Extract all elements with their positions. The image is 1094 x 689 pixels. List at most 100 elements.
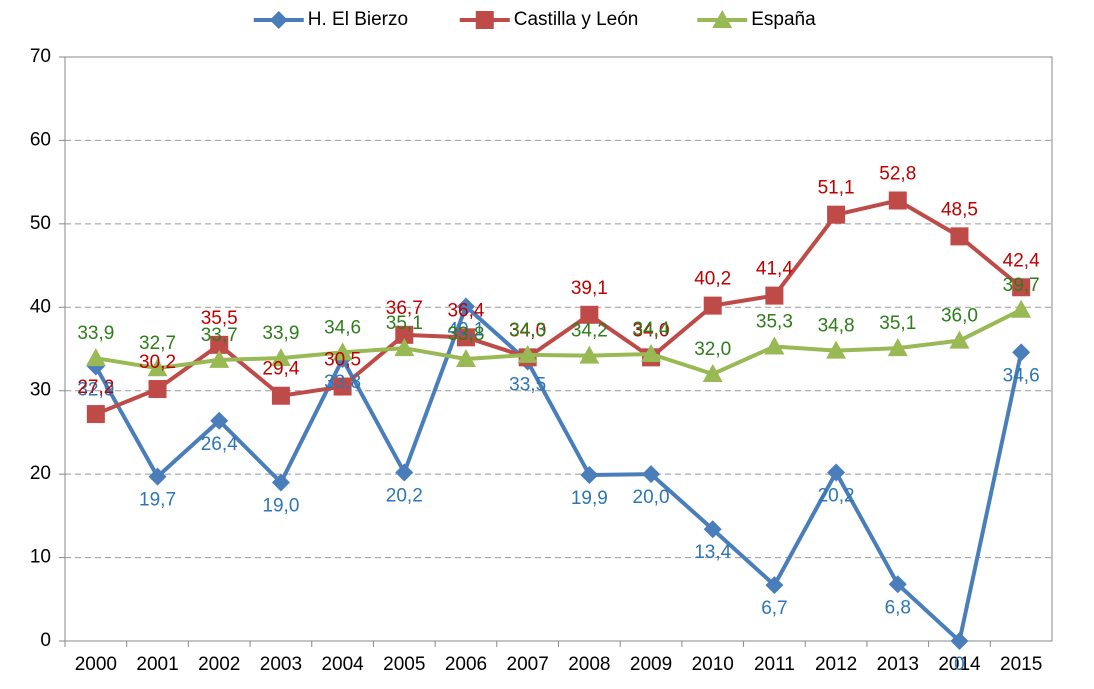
data-point (765, 576, 784, 595)
data-label: 32,0 (694, 339, 731, 360)
x-tick-label: 2008 (568, 654, 610, 675)
data-point (826, 340, 847, 359)
data-point (147, 358, 168, 377)
data-label: 41,4 (756, 259, 793, 280)
data-label: 39,1 (571, 278, 608, 299)
x-tick-label: 2012 (815, 654, 857, 675)
x-tick-label: 2003 (260, 654, 302, 675)
data-label: 34,4 (633, 319, 670, 340)
data-point (271, 473, 290, 492)
data-label: 35,1 (386, 313, 423, 334)
y-tick-label: 10 (30, 547, 51, 568)
data-label: 32,9 (77, 380, 114, 401)
data-point (332, 342, 353, 361)
data-point (580, 305, 599, 324)
data-label: 42,4 (1003, 250, 1040, 271)
data-point (950, 632, 969, 650)
y-tick-label: 60 (30, 129, 51, 150)
x-tick-label: 2009 (630, 654, 672, 675)
data-point (210, 335, 229, 354)
x-tick-label: 2007 (507, 654, 549, 675)
series-line (95, 198, 1023, 416)
data-point (271, 386, 290, 405)
data-label: 0 (954, 654, 965, 675)
data-point (887, 338, 908, 357)
y-tick-label: 0 (40, 630, 51, 651)
data-label: 51,1 (818, 178, 855, 199)
data-point (1011, 299, 1032, 318)
x-tick-label: 2014 (938, 654, 981, 675)
data-label: 35,1 (879, 313, 916, 334)
data-point (765, 286, 784, 305)
data-point (950, 227, 969, 246)
x-tick-label: 2002 (198, 654, 240, 675)
data-label: 19,9 (571, 488, 608, 509)
data-label: 19,0 (262, 496, 299, 517)
data-label: 40,1 (447, 319, 484, 340)
data-point (888, 191, 907, 210)
data-point (455, 349, 476, 368)
data-label: 34,0 (509, 320, 546, 341)
legend-label: H. El Bierzo (308, 9, 408, 30)
x-tick-label: 2000 (75, 654, 117, 675)
y-tick-label: 40 (30, 296, 51, 317)
data-point (148, 380, 167, 399)
data-point (703, 296, 722, 315)
series-line (94, 304, 1024, 643)
x-tick-label: 2011 (754, 654, 795, 675)
x-tick-label: 2001 (136, 654, 178, 675)
data-point (333, 377, 352, 396)
data-label: 13,4 (694, 542, 731, 563)
data-point (210, 411, 229, 430)
legend-label: España (751, 9, 816, 30)
x-tick-label: 2006 (445, 654, 487, 675)
data-point (394, 338, 415, 357)
legend-label: Castilla y León (514, 9, 639, 30)
data-label: 36,7 (386, 298, 423, 319)
data-label: 40,2 (694, 269, 731, 290)
data-point (764, 336, 785, 355)
x-tick-label: 2004 (321, 654, 364, 675)
data-label: 34,8 (818, 316, 855, 337)
x-tick-label: 2005 (383, 654, 425, 675)
data-point (395, 463, 414, 482)
data-point (1012, 278, 1031, 297)
data-label: 34,6 (324, 317, 361, 338)
y-tick-label: 20 (30, 463, 51, 484)
data-point (827, 205, 846, 224)
legend-marker (712, 10, 733, 28)
data-point (888, 575, 907, 594)
x-tick-label: 2010 (692, 654, 734, 675)
data-label: 32,7 (139, 333, 176, 354)
data-point (1012, 343, 1031, 362)
data-label: 36,4 (447, 300, 484, 321)
data-point (641, 344, 662, 363)
data-point (642, 465, 661, 484)
x-tick-label: 2013 (877, 654, 919, 675)
y-tick-label: 50 (30, 213, 51, 234)
data-label: 34,0 (633, 320, 670, 341)
data-label: 30,5 (324, 350, 361, 371)
data-label: 26,4 (201, 434, 238, 455)
legend-marker (475, 11, 494, 29)
data-point (395, 325, 414, 344)
data-label: 6,7 (761, 598, 787, 619)
data-label: 29,4 (262, 359, 299, 380)
data-label: 35,3 (756, 312, 793, 333)
data-label: 33,7 (201, 325, 238, 346)
data-point (86, 405, 105, 424)
data-point (209, 349, 230, 368)
data-label: 20,2 (818, 485, 855, 506)
data-label: 19,7 (139, 490, 176, 511)
data-point (456, 297, 475, 316)
data-point (702, 364, 723, 383)
series-line (95, 308, 1023, 377)
data-label: 33,8 (447, 324, 484, 345)
data-label: 33,8 (324, 372, 361, 393)
y-tick-label: 70 (30, 46, 51, 67)
y-tick-label: 30 (30, 380, 51, 401)
data-label: 34,6 (1003, 365, 1040, 386)
legend-marker (269, 11, 288, 29)
data-point (579, 345, 600, 364)
